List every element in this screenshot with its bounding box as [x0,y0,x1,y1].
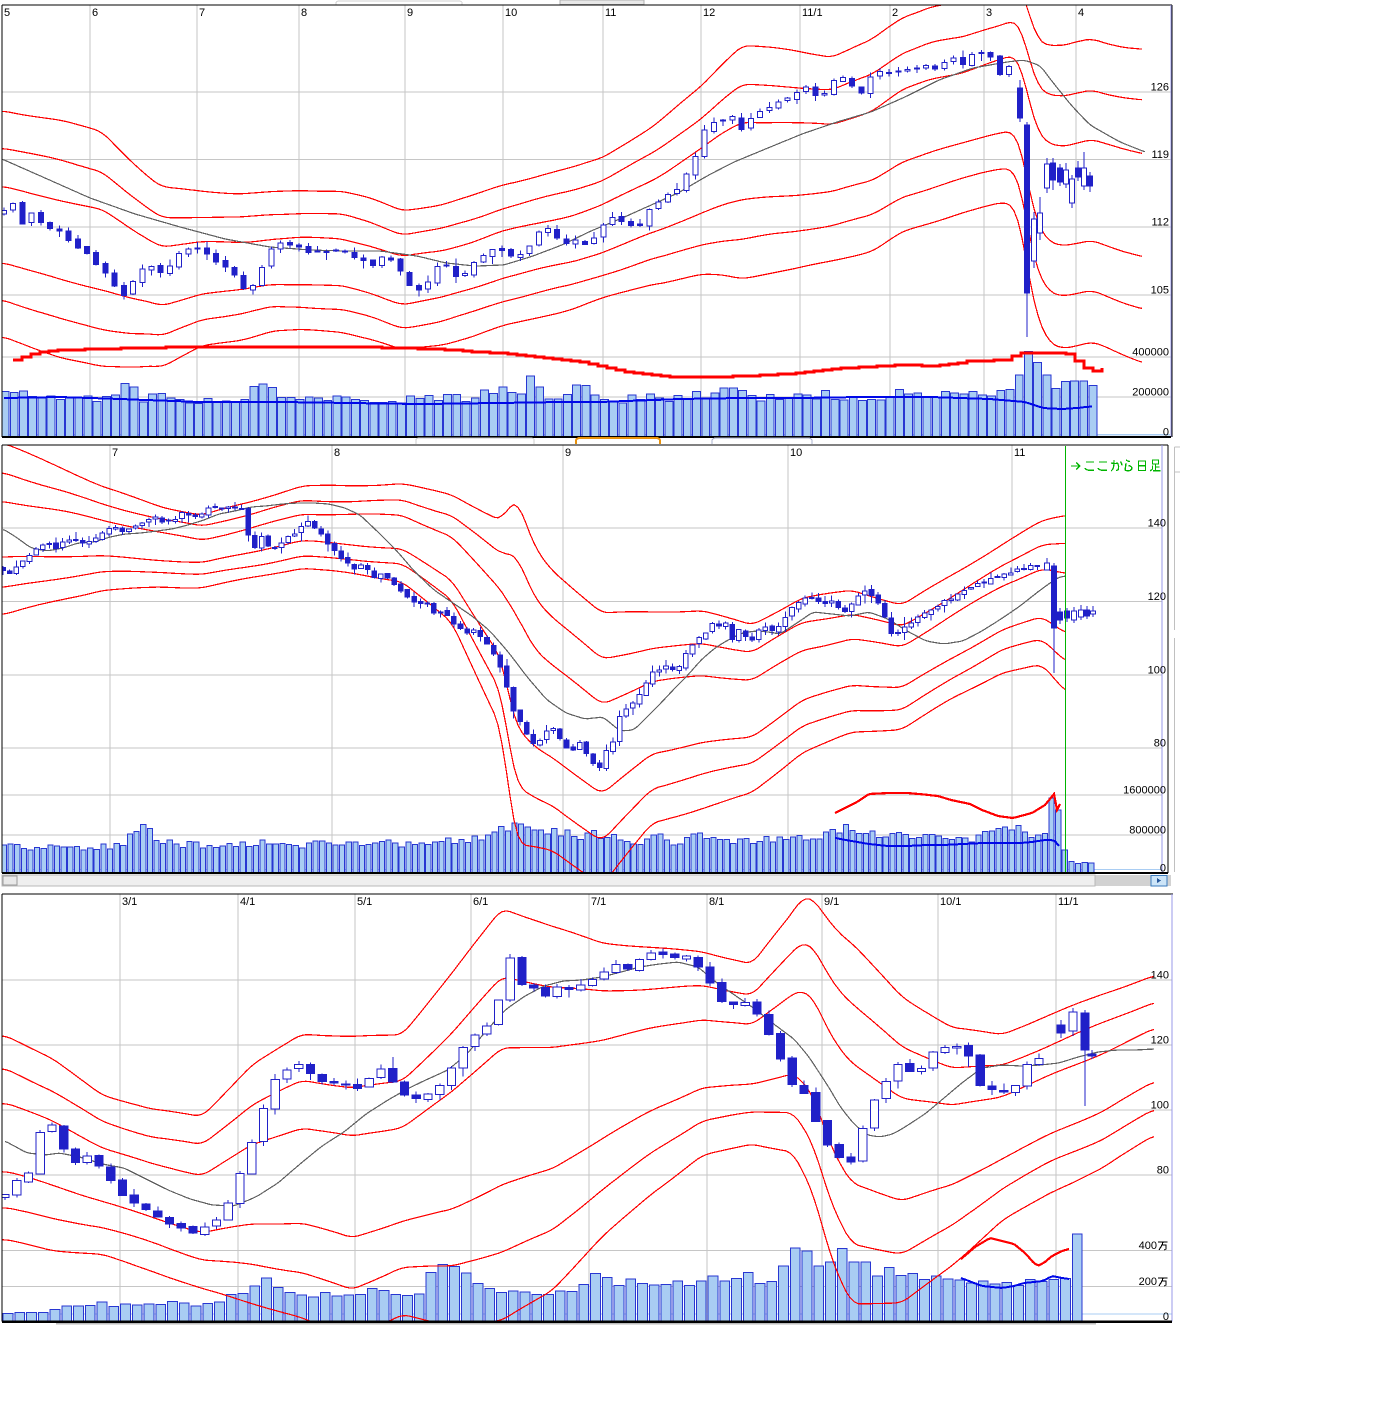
svg-text:8/1: 8/1 [709,896,724,908]
svg-text:11: 11 [605,7,616,19]
svg-text:10: 10 [505,7,517,19]
svg-text:126: 126 [1151,82,1169,94]
svg-text:8: 8 [301,7,307,19]
svg-text:9/1: 9/1 [824,896,839,908]
svg-text:6/1: 6/1 [473,896,488,908]
svg-text:3/1: 3/1 [122,896,137,908]
svg-text:120: 120 [1151,1035,1169,1047]
svg-text:140: 140 [1148,518,1166,530]
svg-text:11/1: 11/1 [1058,896,1079,908]
svg-text:140: 140 [1151,970,1169,982]
svg-text:7: 7 [199,7,205,19]
svg-text:11/1: 11/1 [802,7,823,19]
svg-text:119: 119 [1151,149,1169,161]
svg-text:200: 200 [1139,1276,1157,1288]
svg-text:4/1: 4/1 [240,896,255,908]
svg-text:9: 9 [407,7,413,19]
svg-text:7: 7 [112,447,118,459]
svg-text:9: 9 [565,447,571,459]
svg-text:7/1: 7/1 [591,896,606,908]
svg-text:5: 5 [4,7,10,19]
svg-text:0: 0 [1160,863,1166,875]
svg-text:11: 11 [1014,447,1025,459]
svg-text:0: 0 [1163,427,1169,439]
svg-text:1600000: 1600000 [1123,785,1166,797]
svg-text:4: 4 [1078,7,1084,19]
svg-text:6: 6 [92,7,98,19]
svg-text:400000: 400000 [1132,347,1169,359]
svg-text:112: 112 [1151,217,1169,229]
svg-text:10: 10 [790,447,802,459]
svg-text:80: 80 [1154,738,1166,750]
svg-text:100: 100 [1151,1100,1169,1112]
svg-text:120: 120 [1148,591,1166,603]
svg-text:5/1: 5/1 [357,896,372,908]
svg-text:2: 2 [892,7,898,19]
svg-text:8: 8 [334,447,340,459]
svg-text:200000: 200000 [1132,387,1169,399]
svg-text:105: 105 [1151,285,1169,297]
svg-text:800000: 800000 [1129,825,1166,837]
svg-text:400: 400 [1139,1240,1157,1252]
svg-text:10/1: 10/1 [940,896,961,908]
svg-text:3: 3 [986,7,992,19]
svg-text:12: 12 [703,7,715,19]
svg-text:80: 80 [1157,1165,1169,1177]
svg-text:0: 0 [1163,1311,1169,1323]
svg-text:100: 100 [1148,665,1166,677]
